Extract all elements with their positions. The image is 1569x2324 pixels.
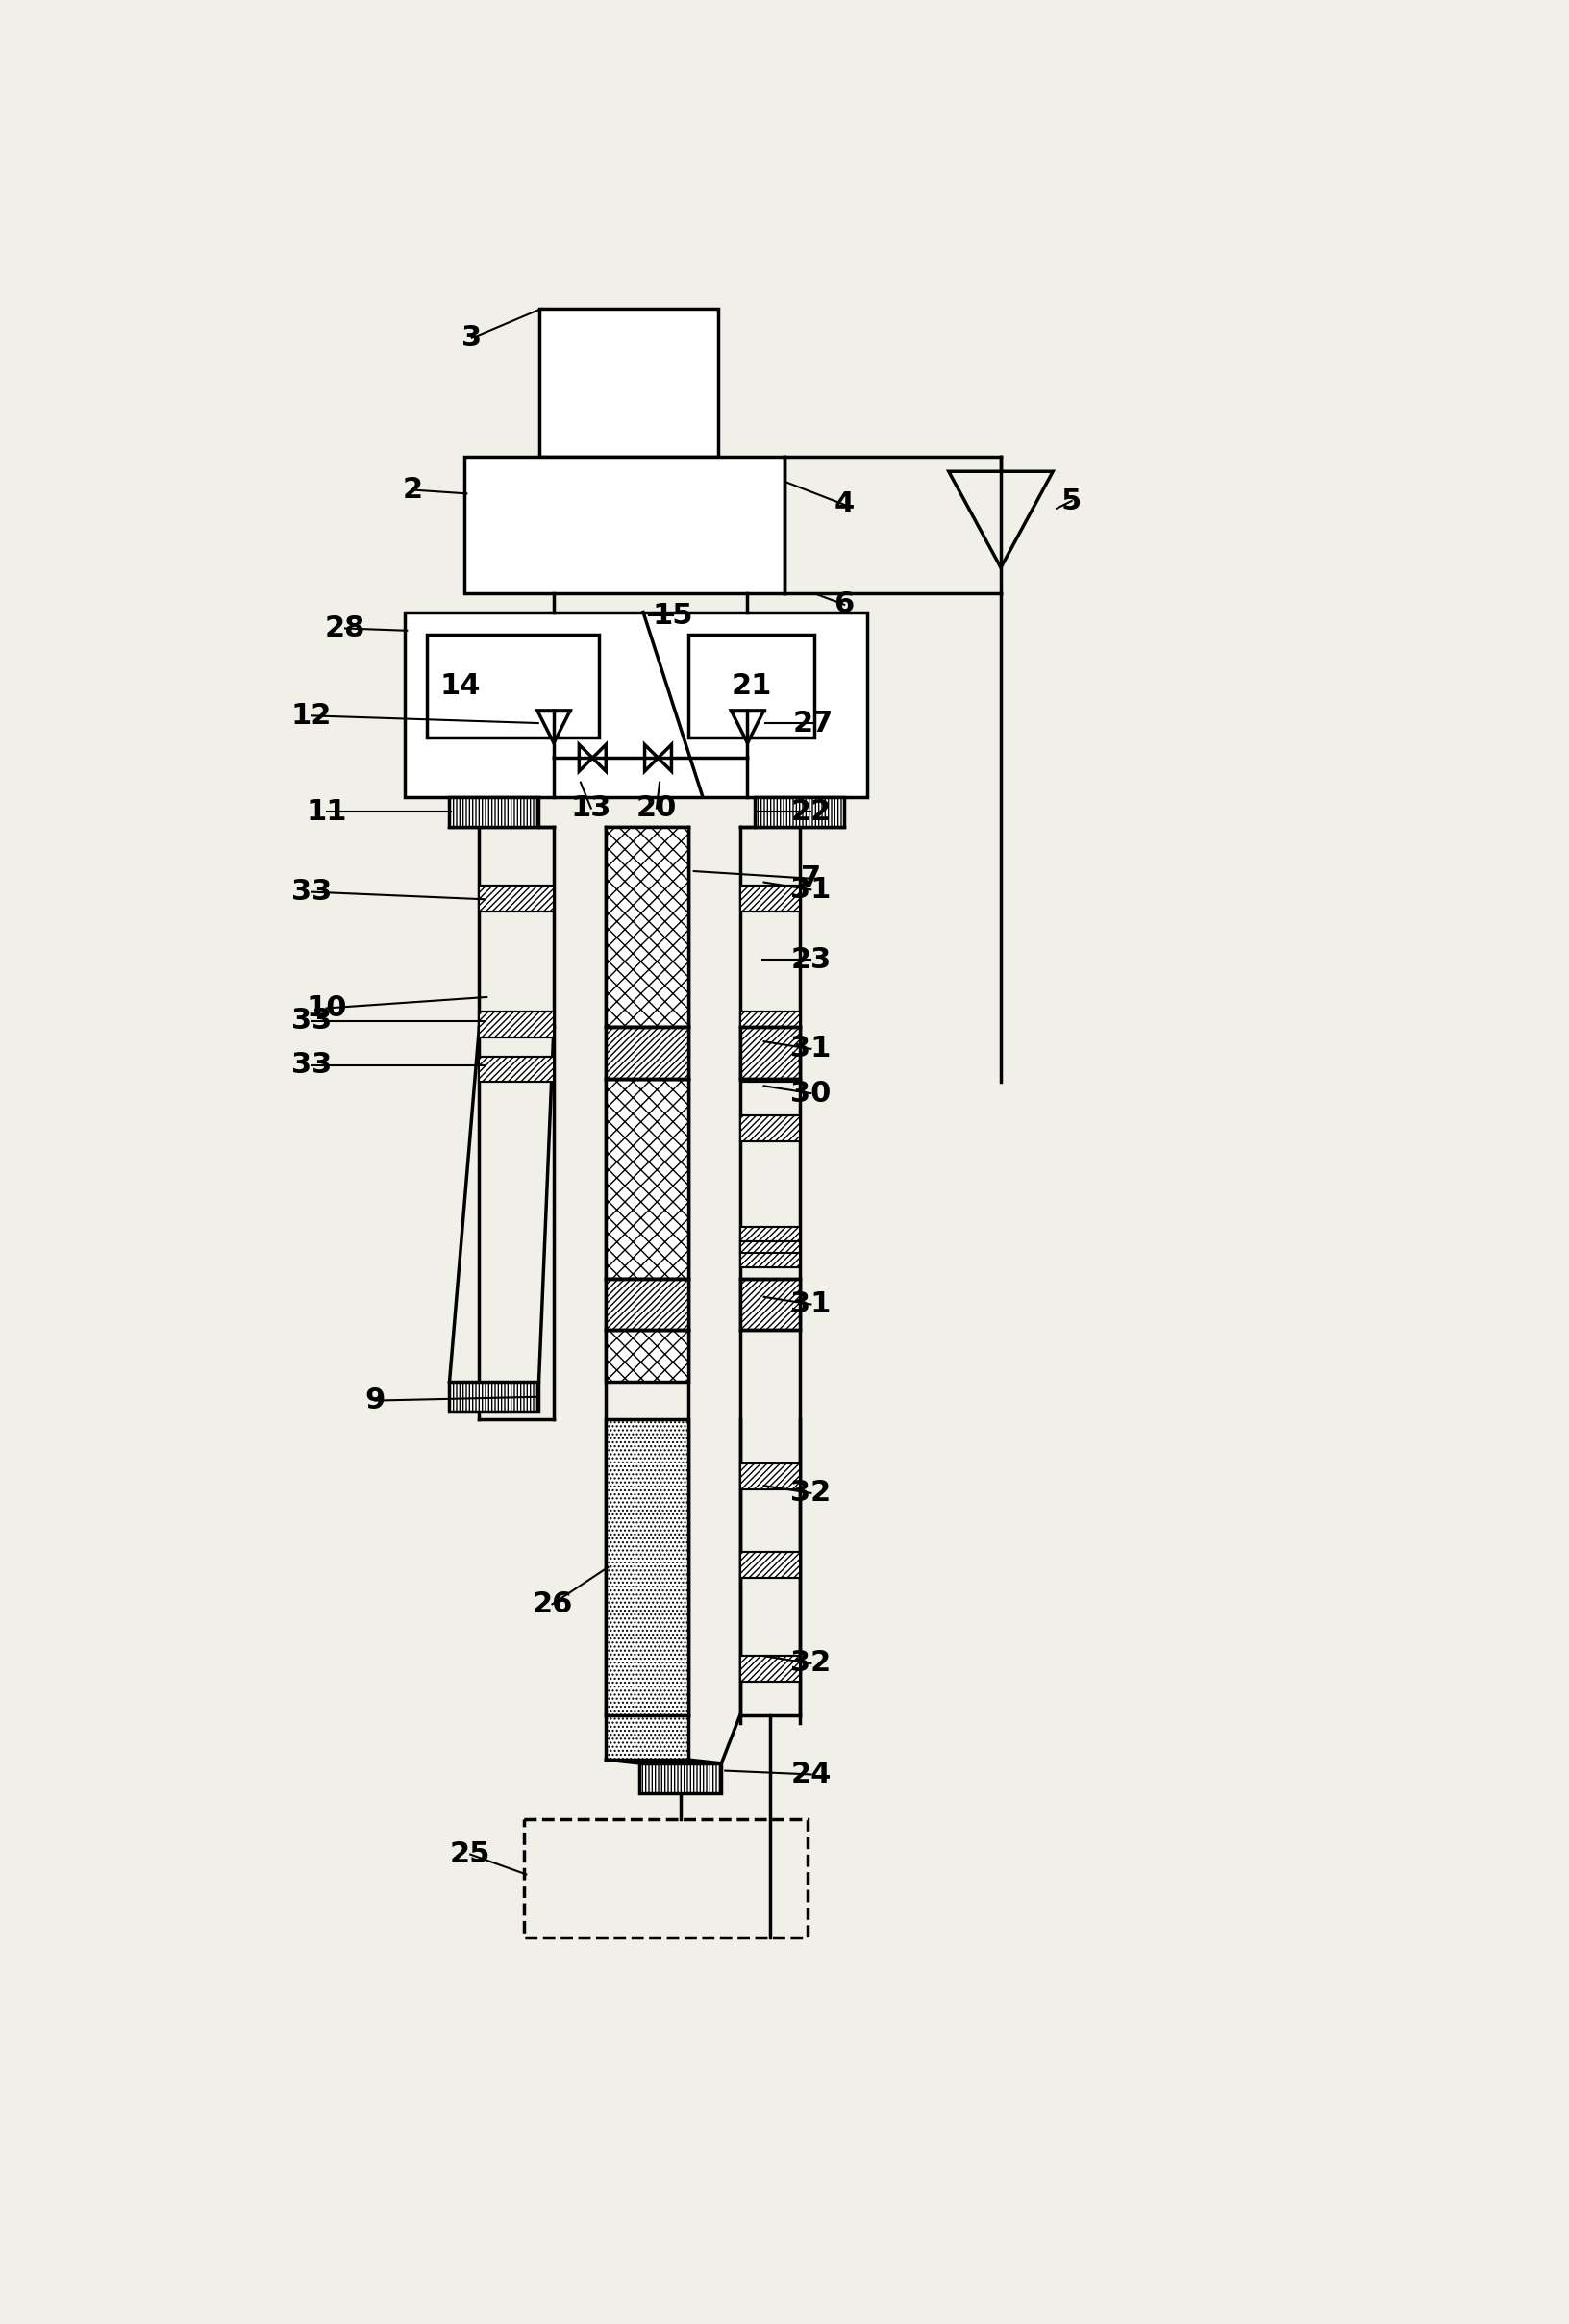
Bar — [606, 1420, 687, 1759]
Bar — [479, 1057, 554, 1083]
Bar — [741, 1552, 800, 1578]
Text: 31: 31 — [791, 1290, 832, 1318]
Bar — [741, 1227, 800, 1253]
Text: 14: 14 — [441, 672, 482, 700]
Text: 31: 31 — [791, 1034, 832, 1062]
Bar — [741, 1278, 800, 1329]
Text: 15: 15 — [653, 602, 693, 630]
Text: 28: 28 — [325, 614, 366, 641]
Bar — [479, 885, 554, 911]
Bar — [755, 797, 844, 827]
Bar — [741, 1116, 800, 1141]
Text: 3: 3 — [461, 323, 482, 351]
Bar — [741, 1464, 800, 1490]
Bar — [741, 885, 800, 911]
Text: 11: 11 — [306, 797, 347, 825]
Text: 9: 9 — [364, 1387, 386, 1415]
Text: 10: 10 — [306, 995, 347, 1023]
Bar — [538, 309, 717, 456]
Text: 33: 33 — [292, 1050, 333, 1078]
Bar — [741, 1011, 800, 1039]
Text: 7: 7 — [800, 865, 821, 892]
Bar — [606, 1027, 687, 1078]
Text: 5: 5 — [1061, 488, 1081, 516]
Bar — [606, 1078, 687, 1278]
Text: 24: 24 — [791, 1762, 832, 1789]
Bar — [741, 1657, 800, 1683]
Bar — [479, 1011, 554, 1039]
Text: 27: 27 — [792, 709, 833, 737]
Bar — [687, 634, 814, 739]
Bar — [606, 1278, 687, 1329]
Bar — [464, 456, 784, 593]
Text: 20: 20 — [635, 795, 676, 823]
Bar — [741, 1027, 800, 1078]
Text: 12: 12 — [292, 702, 333, 730]
Text: 25: 25 — [450, 1841, 491, 1868]
Text: 30: 30 — [791, 1078, 832, 1106]
Text: 2: 2 — [402, 476, 422, 504]
Bar — [741, 1241, 800, 1267]
Bar — [449, 797, 538, 827]
Text: 31: 31 — [791, 876, 832, 904]
Text: 32: 32 — [791, 1478, 832, 1506]
Bar — [741, 1057, 800, 1083]
Bar — [405, 611, 866, 797]
Text: 13: 13 — [571, 795, 612, 823]
Text: 33: 33 — [292, 878, 333, 906]
Text: 6: 6 — [835, 590, 855, 618]
Text: 21: 21 — [731, 672, 772, 700]
Bar — [640, 1764, 722, 1792]
Bar — [606, 1329, 687, 1383]
Text: 4: 4 — [835, 490, 855, 518]
Bar — [449, 1383, 538, 1411]
Text: 33: 33 — [292, 1006, 333, 1034]
Text: 32: 32 — [791, 1650, 832, 1678]
Bar — [427, 634, 598, 739]
Text: 22: 22 — [791, 797, 832, 825]
Text: 26: 26 — [532, 1590, 573, 1618]
Bar — [606, 827, 687, 1027]
Text: 23: 23 — [791, 946, 832, 974]
Bar — [524, 1820, 806, 1938]
